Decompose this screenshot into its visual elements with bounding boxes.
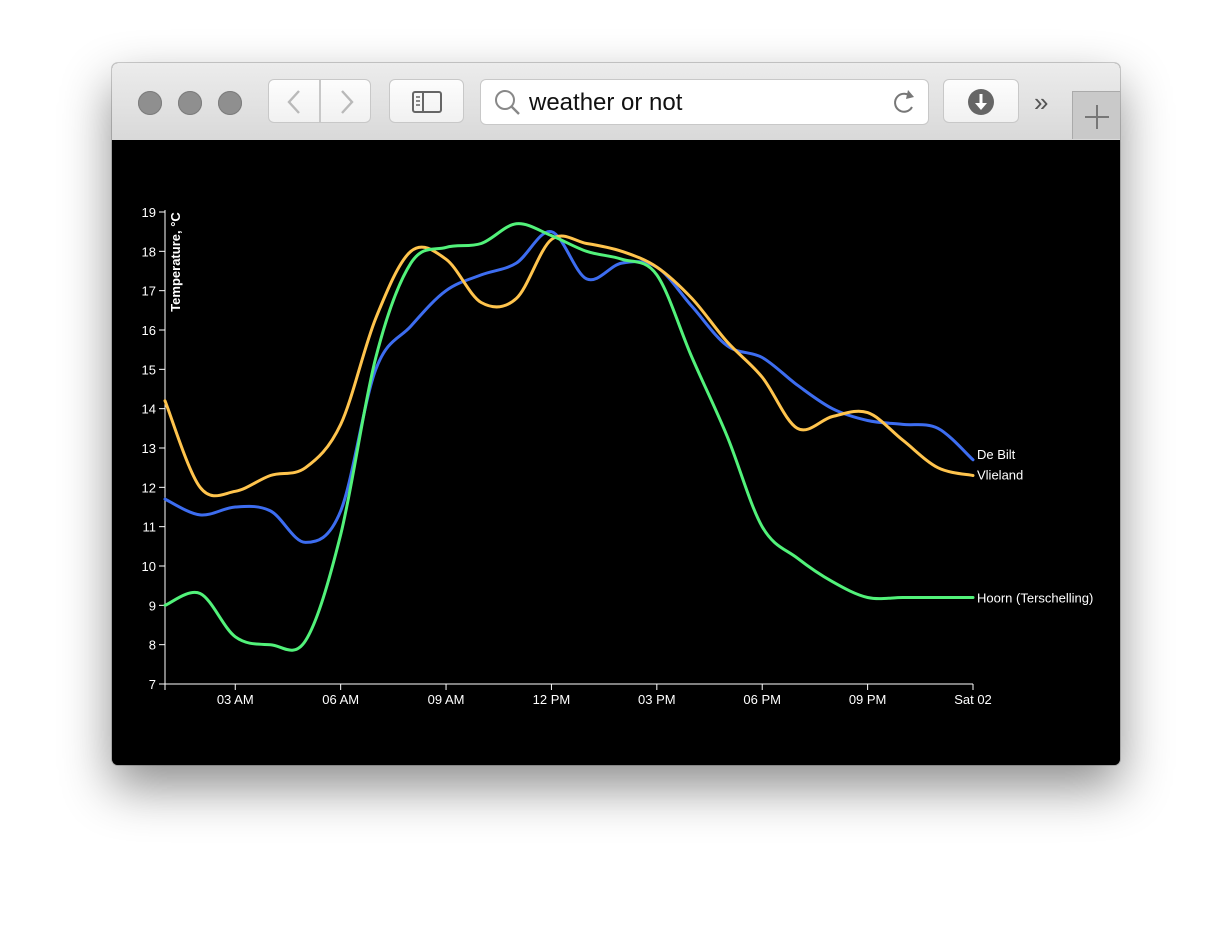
series-line-vlieland	[163, 234, 975, 498]
sidebar-toggle-button[interactable]	[389, 79, 464, 123]
forward-button[interactable]	[320, 79, 371, 123]
x-tick-label: 03 AM	[217, 692, 254, 707]
address-bar[interactable]: weather or not	[480, 79, 929, 125]
forward-chevron-icon	[341, 90, 354, 114]
page-content: 7 8 9 10 11 12 13 14 15 16 17 18 19 03 AM 06 AM 09 AM 1…	[112, 140, 1120, 765]
reload-icon[interactable]	[884, 80, 924, 124]
x-tick-label: 06 AM	[322, 692, 359, 707]
y-tick-label: 13	[142, 441, 156, 456]
y-tick-label: 19	[142, 205, 156, 220]
y-tick-label: 8	[149, 638, 156, 653]
y-tick-label: 15	[142, 362, 156, 377]
address-text: weather or not	[529, 89, 683, 116]
y-tick-label: 17	[142, 284, 156, 299]
x-tick-label: 09 AM	[428, 692, 465, 707]
y-tick-label: 12	[142, 480, 156, 495]
search-icon	[495, 90, 520, 115]
sidebar-icon	[412, 91, 442, 113]
series-label-vlieland: Vlieland	[977, 468, 1023, 483]
browser-toolbar: weather or not »	[112, 63, 1120, 141]
x-axis: 03 AM 06 AM 09 AM 12 PM 03 PM 06 PM 09 PM Sat 0…	[164, 683, 992, 707]
new-tab-button[interactable]	[1072, 91, 1120, 139]
y-tick-label: 9	[149, 598, 156, 613]
y-tick-label: 16	[142, 323, 156, 338]
y-tick-label: 18	[142, 244, 156, 259]
temperature-chart: 7 8 9 10 11 12 13 14 15 16 17 18 19 03 AM 06 AM 09 AM 1…	[142, 205, 1094, 707]
y-tick-label: 10	[142, 559, 156, 574]
y-axis-label: Temperature, °C	[168, 212, 183, 312]
y-tick-label: 11	[143, 520, 157, 535]
series-line-de-bilt	[163, 230, 975, 544]
close-window-button[interactable]	[138, 91, 162, 115]
y-axis: 7 8 9 10 11 12 13 14 15 16 17 18 19	[142, 205, 166, 692]
series-lines	[163, 222, 975, 652]
y-tick-label: 14	[142, 402, 156, 417]
back-button[interactable]	[268, 79, 320, 123]
series-label-hoorn-terschelling: Hoorn (Terschelling)	[977, 590, 1093, 605]
download-icon	[968, 89, 994, 115]
back-chevron-icon	[287, 90, 300, 114]
browser-window: weather or not » 7 8 9 10 11 12 13 14 15 16 17 18 19	[112, 63, 1120, 765]
x-tick-label: 03 PM	[638, 692, 676, 707]
x-tick-label: 12 PM	[533, 692, 571, 707]
series-label-de-bilt: De Bilt	[977, 447, 1016, 462]
series-line-hoorn-terschelling	[163, 222, 975, 652]
minimize-window-button[interactable]	[178, 91, 202, 115]
toolbar-overflow-button[interactable]: »	[1034, 87, 1049, 117]
downloads-button[interactable]	[943, 79, 1019, 123]
y-tick-label: 7	[149, 677, 156, 692]
x-tick-label: 06 PM	[743, 692, 781, 707]
zoom-window-button[interactable]	[218, 91, 242, 115]
new-tab-plus-icon	[1085, 105, 1109, 129]
series-labels: De Bilt Vlieland Hoorn (Terschelling)	[977, 447, 1093, 606]
x-tick-label: Sat 02	[954, 692, 992, 707]
x-tick-label: 09 PM	[849, 692, 887, 707]
